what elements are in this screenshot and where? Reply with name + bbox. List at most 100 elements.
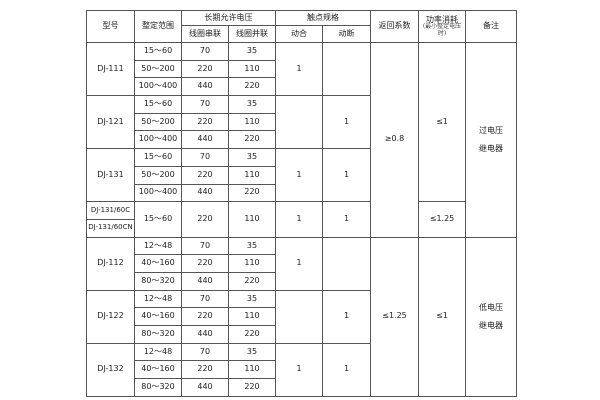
break-contact-cell	[322, 41, 371, 97]
range-cell: 80～320	[134, 271, 182, 291]
parallel-voltage-cell: 110	[228, 59, 276, 79]
range-cell: 100～400	[134, 183, 182, 203]
series-voltage-cell: 220	[181, 254, 229, 273]
series-voltage-cell: 440	[181, 378, 229, 397]
table-row: DJ-131/60C 15～60 220 110 1 1 ≤1.25	[86, 201, 517, 238]
model-cell: DJ-131/60CN	[86, 218, 135, 238]
range-cell: 80～320	[134, 325, 182, 344]
range-cell: 12～48	[134, 289, 182, 309]
series-voltage-cell: 220	[181, 360, 229, 380]
model-cell: DJ-122	[86, 289, 135, 344]
header-power-note: (最小整定电压时)	[422, 23, 462, 37]
series-voltage-cell: 70	[181, 289, 229, 309]
series-voltage-cell: 70	[181, 148, 229, 167]
table-row: DJ-112 12～48 70 35 1 ≤1.25 ≤1 低电压 继电器	[86, 236, 517, 397]
range-cell: 12～48	[134, 342, 182, 362]
break-contact-cell: 1	[322, 148, 371, 203]
table-row: 80～320 440 220	[87, 378, 517, 397]
parallel-voltage-cell: 35	[228, 236, 276, 256]
header-power-label: 功率消耗	[426, 14, 458, 24]
series-voltage-cell: 440	[181, 325, 229, 344]
make-contact-cell: 1	[275, 148, 323, 203]
series-voltage-cell: 440	[181, 271, 229, 291]
model-cell: DJ-121	[86, 95, 135, 150]
parallel-voltage-cell: 220	[228, 183, 276, 203]
remark-cell: 过电压 继电器	[465, 42, 517, 238]
relay-spec-table: 型号 整定范围 长期允许电压 触点规格 返回系数 功率消耗 (最小整定电压时) 备…	[86, 10, 517, 397]
header-range: 整定范围	[134, 10, 182, 43]
range-cell: 15～60	[134, 95, 182, 114]
header-series: 线圈串联	[181, 25, 229, 43]
parallel-voltage-cell: 220	[228, 77, 276, 97]
series-voltage-cell: 220	[181, 59, 229, 79]
range-cell: 40～160	[134, 254, 182, 273]
return-ratio-cell: ≤1.25	[370, 236, 419, 397]
series-voltage-cell: 70	[181, 342, 229, 362]
table-row: 100～400 440 220	[87, 130, 517, 150]
table-row: 40～160 220 110	[87, 360, 517, 380]
range-cell: 15～60	[134, 201, 182, 238]
header-return-ratio: 返回系数	[370, 10, 419, 43]
break-contact-cell	[322, 236, 371, 291]
power-cell: ≤1.25	[418, 201, 466, 238]
header-contacts: 触点规格	[275, 10, 371, 26]
model-cell: DJ-132	[86, 342, 135, 397]
range-cell: 100～400	[134, 77, 182, 97]
remark-line: 过电压	[479, 126, 503, 136]
model-cell: DJ-112	[86, 236, 135, 291]
parallel-voltage-cell: 220	[228, 271, 276, 291]
series-voltage-cell: 70	[181, 42, 229, 61]
table-row: 40～160 220 110	[87, 307, 517, 326]
range-cell: 50～200	[134, 59, 182, 79]
break-contact-cell: 1	[322, 201, 371, 238]
make-contact-cell: 1	[275, 41, 323, 97]
range-cell: 50～200	[134, 112, 182, 132]
series-voltage-cell: 440	[181, 130, 229, 150]
make-contact-cell: 1	[275, 342, 323, 397]
series-voltage-cell: 220	[181, 165, 229, 185]
remark-line: 低电压	[479, 303, 503, 313]
table-row: DJ-111 15～60 70 35 1 ≥0.8 ≤1 过电压 继电器	[86, 41, 517, 238]
break-contact-cell: 1	[322, 342, 371, 397]
power-cell: ≤1	[418, 236, 466, 397]
return-ratio-cell: ≥0.8	[370, 42, 419, 238]
table-row: 50～200 220 110	[87, 59, 517, 79]
header-voltage: 长期允许电压	[181, 10, 276, 26]
parallel-voltage-cell: 35	[228, 42, 276, 61]
parallel-voltage-cell: 35	[228, 148, 276, 167]
series-voltage-cell: 220	[181, 201, 229, 238]
break-contact-cell: 1	[322, 95, 371, 150]
table-row: DJ-121 15～60 70 35 1	[86, 95, 517, 150]
remark-line: 继电器	[479, 320, 503, 330]
parallel-voltage-cell: 110	[228, 165, 276, 185]
make-contact-cell: 1	[275, 201, 323, 238]
remark-line: 继电器	[479, 143, 503, 153]
range-cell: 50～200	[134, 165, 182, 185]
parallel-voltage-cell: 35	[228, 95, 276, 114]
table-row: 40～160 220 110	[87, 254, 517, 273]
break-contact-cell: 1	[322, 289, 371, 344]
make-contact-cell	[275, 95, 323, 150]
series-voltage-cell: 220	[181, 307, 229, 326]
table-row: 50～200 220 110	[87, 165, 517, 185]
range-cell: 15～60	[134, 148, 182, 167]
series-voltage-cell: 70	[181, 236, 229, 256]
header-break: 动断	[322, 25, 371, 43]
power-cell: ≤1	[418, 41, 466, 203]
make-contact-cell: 1	[275, 236, 323, 291]
parallel-voltage-cell: 110	[228, 360, 276, 380]
parallel-voltage-cell: 35	[228, 289, 276, 309]
range-cell: 80～320	[134, 378, 182, 397]
series-voltage-cell: 440	[181, 183, 229, 203]
header-parallel: 线圈并联	[228, 25, 276, 43]
parallel-voltage-cell: 110	[228, 112, 276, 132]
parallel-voltage-cell: 220	[228, 378, 276, 397]
parallel-voltage-cell: 220	[228, 130, 276, 150]
range-cell: 12～48	[134, 236, 182, 256]
series-voltage-cell: 70	[181, 95, 229, 114]
remark-cell: 低电压 继电器	[465, 236, 517, 397]
parallel-voltage-cell: 110	[228, 254, 276, 273]
table-row: 80～320 440 220	[87, 271, 517, 291]
model-cell: DJ-131	[86, 148, 135, 203]
model-cell: DJ-111	[86, 41, 135, 97]
